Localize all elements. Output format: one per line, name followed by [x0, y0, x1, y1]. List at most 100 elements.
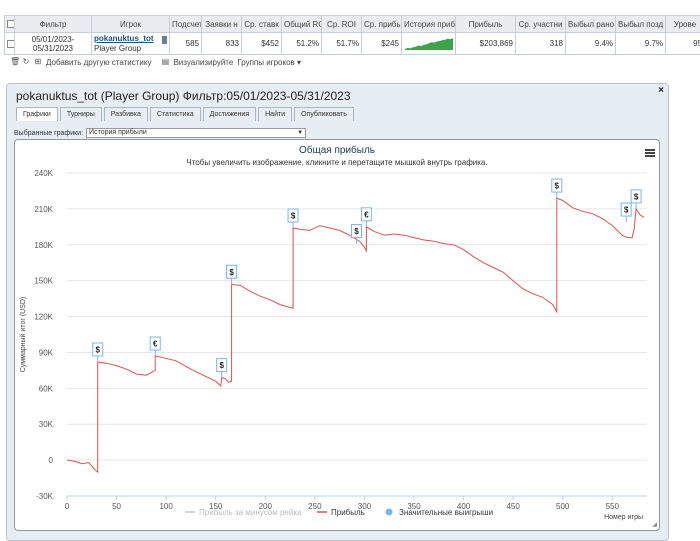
x-axis-label: Номер игры — [604, 514, 643, 521]
legend-label: Прибыль за минусом рейка — [199, 508, 302, 517]
tab-find[interactable]: Найти — [258, 107, 293, 121]
y-tick-label: 240K — [34, 169, 53, 178]
col-header-late-out[interactable]: Выбыл позд — [615, 15, 666, 33]
marker-label: $ — [291, 212, 296, 221]
tab-achievements[interactable]: Достижения — [202, 107, 257, 121]
visualize-button[interactable]: Визуализируйте — [173, 57, 234, 67]
profit-history-cell — [401, 32, 456, 55]
big-win-marker[interactable]: $ — [287, 208, 299, 229]
big-win-marker[interactable]: € — [360, 207, 372, 227]
x-tick-label: 50 — [112, 502, 121, 511]
big-win-marker[interactable]: $ — [226, 264, 238, 285]
x-tick-label: 450 — [506, 502, 520, 511]
col-header-player[interactable]: Игрок — [91, 15, 170, 33]
x-tick-label: 100 — [159, 502, 173, 511]
count-cell: 585 — [169, 32, 202, 55]
add-stats-button[interactable]: Добавить другую статистику — [46, 57, 152, 67]
player-window: × pokanuktus_tot (Player Group) Фильтр:0… — [6, 83, 669, 541]
select-all-checkbox[interactable] — [4, 15, 15, 33]
avg-profit-cell: $245 — [361, 32, 402, 55]
x-tick-label: 250 — [308, 502, 322, 511]
col-header-total-roi[interactable]: Общий ROI — [281, 15, 322, 33]
chart-selector-dropdown[interactable]: История прибыли ▼ — [86, 128, 307, 138]
player-name-link[interactable]: pokanuktus_tot — [94, 33, 154, 43]
profit-cell: $203,869 — [455, 32, 516, 55]
y-axis-label: Суммарный итог (USD) — [19, 297, 27, 373]
tab-breakdown[interactable]: Разбивка — [103, 107, 148, 121]
col-header-profit[interactable]: Прибыль — [455, 15, 516, 33]
row-checkbox[interactable] — [4, 32, 15, 55]
player-options-icon[interactable] — [162, 36, 167, 44]
avg-roi-cell: 51.7% — [321, 32, 362, 55]
refresh-icon[interactable]: ↻ — [22, 57, 30, 66]
y-tick-label: 0 — [49, 456, 54, 465]
player-group-label: Player Group — [94, 43, 142, 53]
close-icon[interactable]: × — [658, 85, 664, 96]
avg-stake-cell: $452 — [241, 32, 282, 55]
legend-item[interactable]: Прибыль — [317, 508, 365, 517]
marker-label: € — [364, 210, 369, 219]
x-tick-label: 500 — [556, 502, 570, 511]
col-header-early-out[interactable]: Выбыл рано — [565, 15, 616, 33]
x-tick-label: 350 — [407, 502, 421, 511]
chart-selector-value: История прибыли — [89, 129, 147, 136]
big-win-marker[interactable]: $ — [92, 342, 104, 363]
col-header-entries[interactable]: Заявки н — [201, 15, 242, 33]
chart-subtitle: Чтобы увеличить изображение, кликните и … — [186, 158, 488, 167]
col-header-avg-roi[interactable]: Ср. ROI — [321, 15, 362, 33]
y-tick-label: -30K — [36, 492, 54, 501]
x-tick-label: 0 — [65, 502, 70, 511]
x-tick-label: 400 — [457, 502, 471, 511]
big-win-marker[interactable]: € — [149, 336, 161, 357]
chart-icon: ▤ — [161, 57, 170, 66]
player-groups-dropdown[interactable]: Группы игроков ▾ — [237, 57, 302, 67]
col-header-avg-profit[interactable]: Ср. прибы — [361, 15, 402, 33]
tab-publish[interactable]: Опубликовать — [294, 107, 354, 121]
marker-label: $ — [624, 206, 629, 215]
y-tick-label: 180K — [34, 241, 53, 250]
marker-label: $ — [229, 268, 234, 277]
tab-statistics[interactable]: Статистика — [149, 107, 201, 121]
col-header-avg-participants[interactable]: Ср. участни — [515, 15, 566, 33]
marker-label: € — [153, 340, 158, 349]
filter-line-2: 05/31/2023 — [32, 43, 74, 53]
resize-handle-icon[interactable]: ◢ — [652, 522, 657, 528]
total-roi-cell: 51.2% — [281, 32, 322, 55]
sparkline-area — [404, 37, 453, 50]
legend-item[interactable]: Прибыль за минусом рейка — [185, 508, 302, 517]
col-header-level[interactable]: Урове — [665, 15, 700, 33]
level-cell: 95 — [665, 32, 700, 55]
big-win-marker[interactable]: $ — [351, 224, 363, 244]
entries-cell: 833 — [201, 32, 242, 55]
big-win-marker[interactable]: $ — [216, 358, 228, 378]
chart-panel: -30K 0 30K 60K 90K 120K 150K 180K 210K 240K 0 50 100… — [14, 139, 660, 531]
stats-table: Фильтр Игрок Подсчет Заявки н Ср. ставк … — [4, 15, 700, 55]
trash-icon[interactable]: 🗑 — [10, 57, 21, 66]
tab-tournaments[interactable]: Турниры — [59, 107, 102, 121]
y-tick-label: 120K — [34, 313, 53, 322]
big-win-marker[interactable]: $ — [630, 189, 642, 209]
col-header-profit-history[interactable]: История прибы — [401, 15, 456, 33]
col-header-avg-stake[interactable]: Ср. ставк — [241, 15, 282, 33]
big-win-marker[interactable]: $ — [551, 178, 563, 199]
profit-chart[interactable]: -30K 0 30K 60K 90K 120K 150K 180K 210K 240K 0 50 100… — [15, 140, 661, 532]
tab-charts[interactable]: Графики — [16, 107, 58, 121]
late-out-cell: 9.7% — [615, 32, 666, 55]
legend-item[interactable]: Значительные выигрыши — [385, 508, 494, 517]
x-tick-label: 150 — [209, 502, 223, 511]
player-cell: pokanuktus_tot Player Group — [91, 32, 170, 55]
marker-label: $ — [96, 346, 101, 355]
col-header-count[interactable]: Подсчет — [169, 15, 202, 33]
x-tick-label: 550 — [606, 502, 620, 511]
filter-line-1: 05/01/2023- — [31, 34, 75, 44]
hamburger-menu-icon[interactable] — [645, 149, 655, 157]
big-win-marker[interactable]: $ — [620, 202, 632, 223]
legend-label: Значительные выигрыши — [399, 508, 493, 517]
y-tick-label: 150K — [34, 277, 53, 286]
chevron-down-icon: ▾ — [297, 57, 302, 67]
chart-selector-label: Выбранные графики: — [14, 129, 84, 137]
add-icon: ⊞ — [34, 57, 42, 66]
marker-label: $ — [634, 192, 639, 201]
col-header-filter[interactable]: Фильтр — [14, 15, 92, 33]
